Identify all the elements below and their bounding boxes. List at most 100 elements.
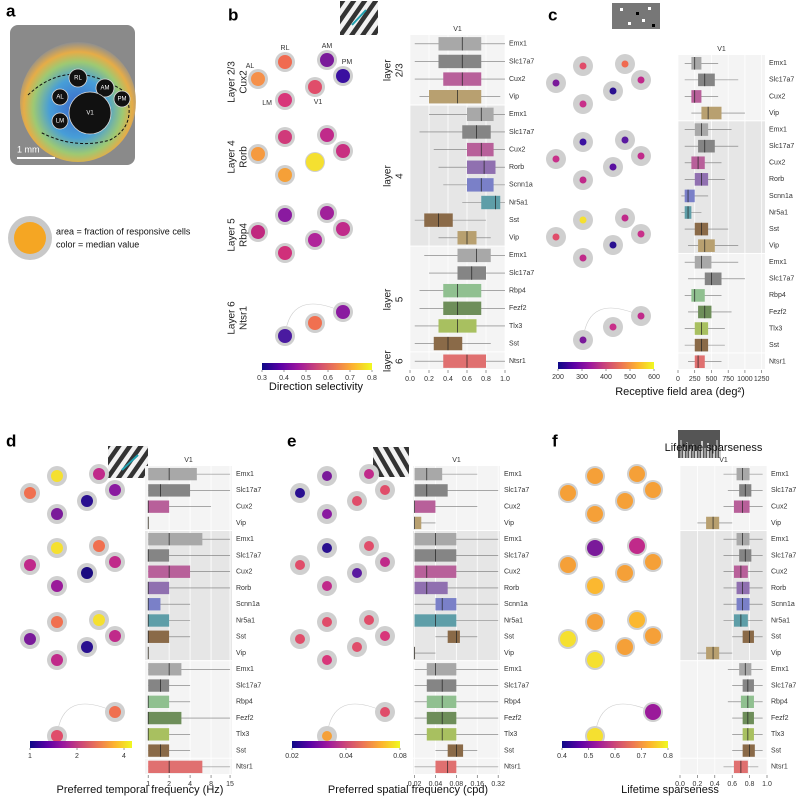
stimulus-texture bbox=[689, 449, 691, 458]
colorbar-tick-label: 600 bbox=[648, 374, 660, 381]
area-value-dot bbox=[278, 208, 292, 222]
area-value-dot bbox=[587, 652, 603, 668]
row-label: Ntsr1 bbox=[771, 764, 788, 771]
box bbox=[736, 533, 750, 546]
box bbox=[742, 630, 754, 643]
row-label: Rorb bbox=[509, 164, 524, 171]
area-title: V1 bbox=[453, 26, 462, 33]
box bbox=[742, 711, 754, 725]
colorbar-tick-label: 0.08 bbox=[393, 753, 407, 760]
area-value-dot bbox=[51, 508, 63, 520]
area-value-dot bbox=[308, 316, 322, 330]
x-tick-label: 0.6 bbox=[462, 376, 472, 383]
box bbox=[426, 728, 457, 741]
area-value-dot bbox=[251, 147, 265, 161]
row-label: Cux2 bbox=[771, 504, 787, 511]
layer-label: Cux2 bbox=[239, 70, 250, 94]
x-axis-label: Direction selectivity bbox=[269, 381, 364, 393]
layer-label: Ntsr1 bbox=[239, 306, 250, 330]
box bbox=[447, 744, 464, 757]
box bbox=[148, 500, 170, 513]
x-tick-label: 0.32 bbox=[491, 781, 505, 788]
box bbox=[742, 679, 754, 692]
row-label: Sst bbox=[236, 634, 246, 641]
row-label: Emx1 bbox=[509, 252, 527, 259]
panel-letter: f bbox=[552, 431, 558, 450]
row-label: Emx1 bbox=[771, 666, 789, 673]
group-label: layer bbox=[383, 165, 394, 187]
box bbox=[148, 549, 170, 562]
row-label: Ntsr1 bbox=[236, 764, 253, 771]
area-value-dot bbox=[560, 485, 576, 501]
row-label: Emx1 bbox=[236, 471, 254, 478]
box bbox=[429, 90, 482, 104]
box bbox=[426, 711, 457, 725]
x-tick-label: 2 bbox=[167, 781, 171, 788]
group-background bbox=[145, 661, 232, 758]
group-label: 4 bbox=[395, 173, 406, 179]
box bbox=[736, 467, 750, 481]
area-value-dot bbox=[380, 557, 390, 567]
area-value-dot bbox=[364, 615, 374, 625]
area-value-dot bbox=[278, 93, 292, 107]
box bbox=[148, 711, 182, 725]
area-title: V1 bbox=[719, 457, 728, 464]
row-label: Slc17a7 bbox=[236, 682, 261, 689]
stimulus-pixel bbox=[642, 19, 645, 22]
area-value-dot bbox=[352, 568, 362, 578]
row-label: Ntsr1 bbox=[769, 359, 786, 366]
area-label: LM bbox=[262, 100, 272, 107]
area-value-dot bbox=[278, 168, 292, 182]
area-value-dot bbox=[609, 323, 617, 331]
area-value-dot bbox=[308, 80, 322, 94]
area-value-dot bbox=[645, 554, 661, 570]
colorbar-tick-label: 2 bbox=[75, 753, 79, 760]
area-value-dot bbox=[336, 144, 350, 158]
area-value-dot bbox=[320, 53, 334, 67]
x-tick-label: 0.02 bbox=[408, 781, 422, 788]
box bbox=[148, 630, 170, 643]
row-label: Slc17a7 bbox=[771, 552, 796, 559]
row-label: Rorb bbox=[769, 176, 784, 183]
area-value-dot bbox=[336, 222, 350, 236]
row-label: Fezf2 bbox=[509, 305, 527, 312]
row-label: Cux2 bbox=[509, 146, 525, 153]
area-value-dot bbox=[560, 557, 576, 573]
area-value-dot bbox=[251, 72, 265, 86]
panel-letter: b bbox=[228, 5, 238, 24]
box bbox=[701, 106, 722, 120]
area-value-dot bbox=[609, 241, 617, 249]
area-value-dot bbox=[364, 541, 374, 551]
x-tick-label: 0.0 bbox=[405, 376, 415, 383]
area-value-dot bbox=[637, 312, 645, 320]
area-title: V1 bbox=[717, 46, 726, 53]
x-tick-label: 500 bbox=[706, 376, 718, 383]
x-tick-label: 0.2 bbox=[693, 781, 703, 788]
box bbox=[148, 760, 203, 774]
area-value-dot bbox=[322, 471, 332, 481]
row-label: Vip bbox=[771, 520, 781, 527]
colorbar bbox=[292, 741, 400, 748]
row-label: Cux2 bbox=[769, 160, 785, 167]
area-value-dot bbox=[278, 329, 292, 343]
row-label: Sst bbox=[771, 747, 781, 754]
row-label: Vip bbox=[504, 650, 514, 657]
x-tick-label: 750 bbox=[722, 376, 734, 383]
panel-letter: d bbox=[6, 431, 16, 450]
area-value-dot bbox=[278, 130, 292, 144]
area-value-dot bbox=[278, 55, 292, 69]
area-label: PM bbox=[118, 97, 127, 103]
colorbar bbox=[558, 362, 654, 369]
row-label: Rorb bbox=[504, 585, 519, 592]
box bbox=[691, 56, 702, 70]
row-label: Sst bbox=[771, 634, 781, 641]
area-value-dot bbox=[579, 336, 587, 344]
panel-letter: a bbox=[6, 1, 16, 20]
area-value-dot bbox=[645, 704, 661, 720]
area-value-dot bbox=[364, 469, 374, 479]
area-value-dot bbox=[278, 246, 292, 260]
layer-label: Layer 4 bbox=[227, 140, 238, 174]
stimulus-texture bbox=[698, 446, 700, 458]
row-label: Tlx3 bbox=[771, 731, 784, 738]
area-value-dot bbox=[51, 580, 63, 592]
